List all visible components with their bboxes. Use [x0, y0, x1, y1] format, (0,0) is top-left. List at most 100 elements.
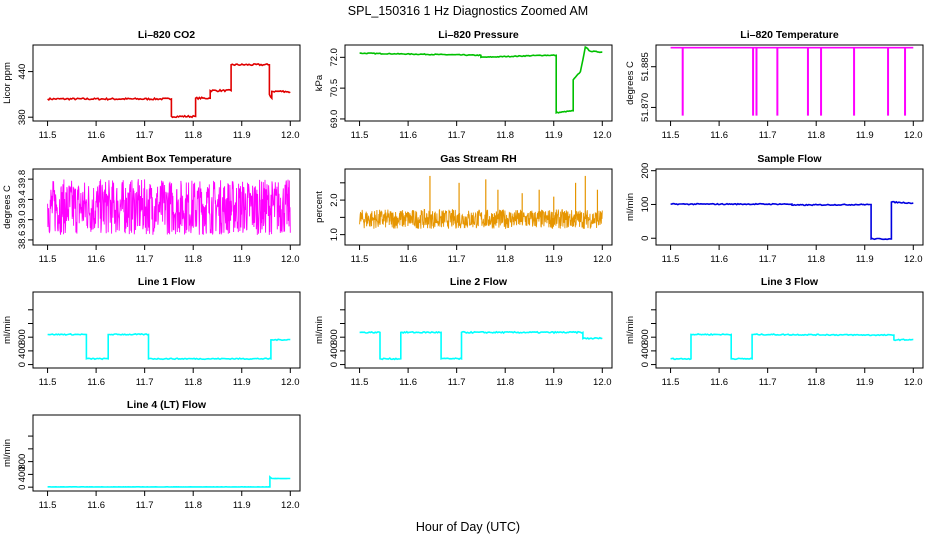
- x-tick-label: 11.8: [496, 130, 514, 141]
- plot-frame: [655, 44, 924, 122]
- x-tick-label: 11.6: [399, 130, 417, 141]
- x-tick-label: 11.7: [136, 377, 154, 388]
- figure-title: SPL_150316 1 Hz Diagnostics Zoomed AM: [348, 4, 588, 18]
- series-line: [670, 200, 914, 241]
- x-tick-label: 12.0: [904, 254, 923, 265]
- y-tick-label: 70.5: [329, 79, 340, 98]
- y-tick-label: 800: [640, 329, 651, 345]
- y-axis-label: percent: [314, 191, 325, 223]
- series-line: [47, 63, 291, 119]
- x-tick-label: 11.6: [710, 377, 728, 388]
- series-line: [670, 332, 914, 361]
- y-tick-label: 51.870: [640, 93, 651, 122]
- x-tick-label: 11.7: [448, 377, 466, 388]
- panel-title: Li–820 CO2: [138, 29, 195, 41]
- y-axis-label: ml/min: [2, 316, 13, 344]
- y-axis-label: kPa: [314, 74, 325, 91]
- x-tick-label: 11.9: [856, 377, 874, 388]
- y-tick-label: 200: [640, 163, 651, 179]
- y-tick-label: 380: [17, 109, 28, 125]
- y-tick-label: 1.0: [329, 228, 340, 241]
- series-0: [47, 63, 291, 119]
- series-9: [47, 475, 291, 488]
- x-tick-label: 11.5: [39, 500, 57, 511]
- y-tick-label: 51.885: [640, 52, 651, 81]
- x-tick-label: 11.6: [710, 130, 728, 141]
- panel-title: Line 3 Flow: [761, 276, 819, 288]
- y-tick-label: 400: [329, 343, 340, 359]
- series-6: [47, 333, 291, 361]
- x-tick-label: 11.8: [496, 254, 514, 265]
- x-tick-label: 11.5: [662, 254, 680, 265]
- x-tick-label: 11.5: [662, 130, 680, 141]
- x-tick-label: 11.8: [807, 377, 825, 388]
- panel-4: Gas Stream RH 11.5 11.6 11.7 11.8 11.9 12.0 1.0…: [314, 153, 613, 265]
- series-line: [359, 208, 603, 229]
- series-line: [47, 179, 291, 235]
- panel-6: Line 1 Flow 11.5 11.6 11.7 11.8 11.9 12.0 0 4008…: [2, 276, 301, 388]
- y-tick-label: 0: [640, 236, 651, 241]
- plot-frame: [655, 168, 924, 246]
- y-tick-label: 100: [640, 197, 651, 213]
- x-tick-label: 11.5: [662, 377, 680, 388]
- x-tick-label: 11.9: [545, 377, 563, 388]
- x-tick-label: 12.0: [281, 377, 300, 388]
- plot-frame: [344, 168, 613, 246]
- panel-8: Line 3 Flow 11.5 11.6 11.7 11.8 11.9 12.0 0 4008…: [625, 276, 924, 388]
- x-tick-label: 11.8: [184, 130, 202, 141]
- plot-frame: [32, 291, 301, 369]
- plot-frame: [344, 291, 613, 369]
- x-tick-label: 11.8: [184, 254, 202, 265]
- x-tick-label: 11.6: [87, 130, 105, 141]
- panel-1: Li–820 Pressure 11.5 11.6 11.7 11.8 11.9 12.0 6…: [314, 29, 613, 141]
- x-tick-label: 12.0: [281, 130, 300, 141]
- x-tick-label: 11.5: [39, 254, 57, 265]
- x-tick-label: 11.9: [233, 500, 251, 511]
- y-tick-label: 39.4: [17, 190, 28, 209]
- y-tick-label: 800: [17, 454, 28, 470]
- panel-0: Li–820 CO2 11.5 11.6 11.7 11.8 11.9 12.0 380 440…: [2, 29, 301, 141]
- y-axis-label: ml/min: [2, 439, 13, 467]
- x-tick-label: 11.9: [545, 130, 563, 141]
- x-tick-label: 11.7: [136, 254, 154, 265]
- y-tick-label: 800: [329, 329, 340, 345]
- x-tick-label: 12.0: [281, 500, 300, 511]
- panels: Li–820 CO2 11.5 11.6 11.7 11.8 11.9 12.0 380 440…: [2, 29, 924, 511]
- y-tick-label: 400: [640, 343, 651, 359]
- y-axis-label: degrees C: [2, 185, 13, 229]
- y-tick-label: 400: [17, 343, 28, 359]
- x-tick-label: 11.6: [87, 377, 105, 388]
- y-tick-label: 400: [17, 466, 28, 482]
- y-tick-label: 39.8: [17, 170, 28, 189]
- x-tick-label: 11.6: [399, 254, 417, 265]
- x-tick-label: 12.0: [904, 377, 923, 388]
- y-tick-label: 2.0: [329, 193, 340, 206]
- y-axis-label: ml/min: [314, 316, 325, 344]
- y-tick-label: 69.0: [329, 110, 340, 129]
- y-tick-label: 38.6: [17, 231, 28, 250]
- x-tick-label: 11.8: [184, 500, 202, 511]
- x-tick-label: 11.9: [233, 377, 251, 388]
- x-tick-label: 11.7: [136, 130, 154, 141]
- y-tick-label: 440: [17, 64, 28, 80]
- figure-x-axis-label: Hour of Day (UTC): [416, 520, 520, 534]
- x-tick-label: 11.6: [399, 377, 417, 388]
- plot-frame: [344, 44, 613, 122]
- panel-3: Ambient Box Temperature 11.5 11.6 11.7 11.8 1…: [2, 153, 301, 265]
- series-5: [670, 200, 914, 241]
- series-1: [359, 45, 603, 114]
- panel-title: Sample Flow: [757, 153, 822, 165]
- panel-title: Gas Stream RH: [440, 153, 516, 165]
- panel-title: Line 2 Flow: [450, 276, 508, 288]
- x-tick-label: 11.6: [87, 500, 105, 511]
- series-3: [47, 179, 291, 235]
- series-line: [359, 330, 603, 361]
- x-tick-label: 11.9: [233, 254, 251, 265]
- y-tick-label: 39.0: [17, 210, 28, 229]
- series-line: [47, 475, 291, 488]
- y-tick-label: 72.0: [329, 48, 340, 67]
- series-4: [359, 175, 603, 229]
- x-tick-label: 11.9: [545, 254, 563, 265]
- panel-2: Li–820 Temperature 11.5 11.6 11.7 11.8 11.9 12…: [625, 29, 924, 141]
- x-tick-label: 11.9: [856, 130, 874, 141]
